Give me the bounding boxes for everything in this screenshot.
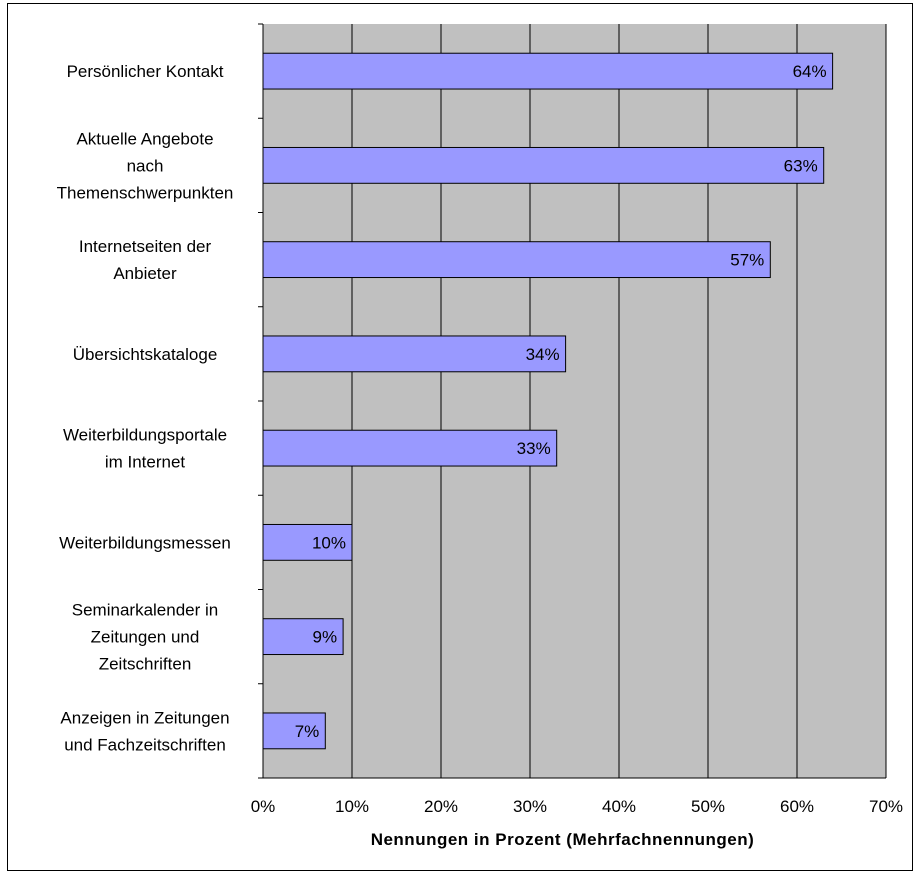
- data-label: 57%: [730, 251, 764, 270]
- x-tick-label: 30%: [513, 797, 547, 816]
- category-label-line: Themenschwerpunkten: [57, 183, 234, 202]
- x-tick-label: 10%: [335, 797, 369, 816]
- data-label: 9%: [313, 628, 338, 647]
- x-tick-label: 60%: [780, 797, 814, 816]
- bar: [262, 523, 353, 561]
- data-label: 63%: [784, 156, 818, 175]
- category-label-line: Weiterbildungsmessen: [59, 533, 231, 552]
- x-tick-label: 50%: [691, 797, 725, 816]
- category-label-line: im Internet: [105, 453, 186, 472]
- category-label: Aktuelle Angebote nach Themenschwerpunkten: [57, 129, 234, 202]
- category-label-line: Persönlicher Kontakt: [67, 62, 224, 81]
- category-label-line: Seminarkalender in: [72, 601, 218, 620]
- category-label-line: Zeitschriften: [99, 655, 192, 674]
- x-tick-label: 0%: [251, 797, 276, 816]
- axes: [258, 23, 886, 779]
- category-label-line: Übersichtskataloge: [73, 345, 218, 364]
- category-label-line: Anzeigen in Zeitungen: [60, 708, 229, 727]
- x-tick-label: 40%: [602, 797, 636, 816]
- category-label-line: nach: [127, 156, 164, 175]
- category-label: Anzeigen in Zeitungen und Fachzeitschrift…: [60, 708, 229, 754]
- category-label: Internetseiten der Anbieter: [79, 237, 212, 283]
- category-label: Weiterbildungsportale im Internet: [63, 426, 227, 472]
- data-label: 33%: [517, 439, 551, 458]
- category-label-line: Weiterbildungsportale: [63, 426, 227, 445]
- bar: [262, 429, 558, 467]
- x-axis-title: Nennungen in Prozent (Mehrfachnennungen): [371, 830, 755, 849]
- category-label-line: und Fachzeitschriften: [64, 735, 226, 754]
- data-labels: 64% 63% 57% 34% 33% 10% 9% 7%: [295, 62, 827, 741]
- data-label: 10%: [312, 533, 346, 552]
- bars: [262, 52, 834, 750]
- bar: [262, 241, 771, 279]
- x-tick-labels: 0% 10% 20% 30% 40% 50% 60% 70%: [251, 797, 903, 816]
- bar: [262, 146, 825, 184]
- category-label-line: Aktuelle Angebote: [76, 129, 213, 148]
- bar: [262, 618, 344, 656]
- x-tick-label: 70%: [869, 797, 903, 816]
- category-label-line: Internetseiten der: [79, 237, 212, 256]
- category-label: Übersichtskataloge: [73, 345, 218, 364]
- bar: [262, 52, 834, 90]
- x-tick-label: 20%: [424, 797, 458, 816]
- data-label: 7%: [295, 722, 320, 741]
- category-labels: Persönlicher Kontakt Aktuelle Angebote nac…: [57, 62, 234, 754]
- category-label-line: Zeitungen und: [91, 628, 200, 647]
- category-label: Weiterbildungsmessen: [59, 533, 231, 552]
- data-label: 34%: [526, 345, 560, 364]
- bar: [262, 335, 567, 373]
- category-label-line: Anbieter: [113, 264, 177, 283]
- plot-area: [263, 24, 886, 778]
- category-label: Seminarkalender in Zeitungen und Zeitschri…: [72, 601, 218, 674]
- category-label: Persönlicher Kontakt: [67, 62, 224, 81]
- data-label: 64%: [793, 62, 827, 81]
